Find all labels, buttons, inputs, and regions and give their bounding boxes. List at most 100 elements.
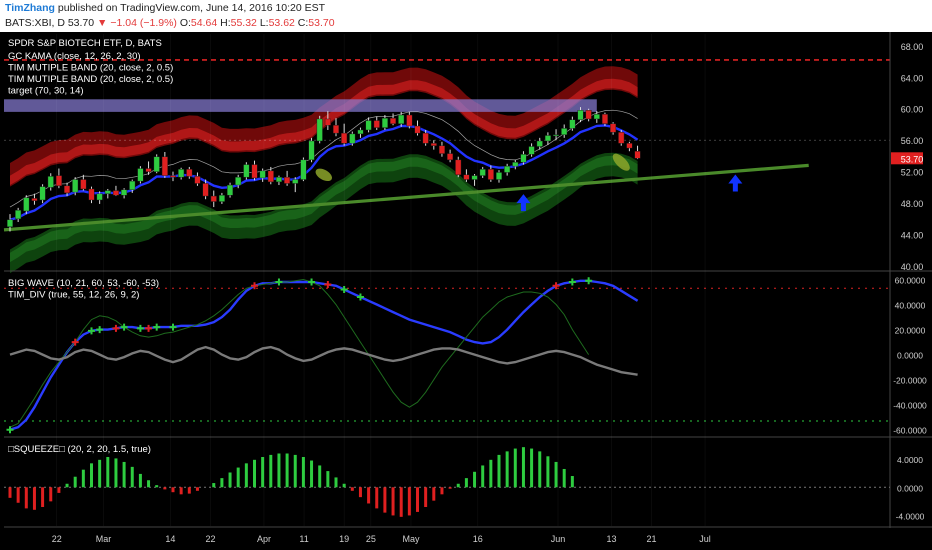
candle — [512, 162, 519, 167]
symbol-label: BATS:XBI, D — [5, 17, 65, 29]
chart-header: TimZhang published on TradingView.com, J… — [0, 0, 932, 32]
candle — [430, 143, 437, 146]
cross-marker — [356, 293, 364, 301]
cross-marker — [585, 277, 593, 285]
open-value: 54.64 — [190, 17, 218, 29]
candle — [349, 133, 356, 144]
x-tick-label: 16 — [473, 534, 483, 544]
candle — [129, 180, 136, 190]
indicator-legend: TIM MUTIPLE BAND (20, close, 2, 0.5) — [8, 63, 173, 74]
candle — [284, 176, 291, 184]
candle — [112, 190, 119, 196]
author-link[interactable]: TimZhang — [5, 2, 55, 14]
candle — [447, 153, 454, 161]
price-tick-label: 44.00 — [901, 231, 924, 241]
candle — [585, 110, 592, 120]
cross-marker — [145, 324, 153, 332]
up-arrow-icon — [728, 174, 743, 192]
down-arrow-icon: ▼ — [97, 17, 108, 29]
candle — [390, 117, 397, 124]
candle — [536, 140, 543, 147]
oscillator-gray-line — [9, 345, 638, 376]
publish-info: published on TradingView.com, June 14, 2… — [57, 2, 326, 14]
cross-marker — [251, 282, 258, 290]
squeeze-tick-label: -4.0000 — [896, 511, 925, 521]
lower-band-outer — [10, 152, 638, 274]
oscillator-tick-label: -40.0000 — [893, 401, 927, 411]
candle — [528, 146, 535, 155]
oscillator-legend: BIG WAVE (10, 21, 60, 53, -60, -53) — [8, 278, 159, 289]
high-label: H: — [220, 17, 231, 29]
price-tick-label: 40.00 — [901, 262, 924, 272]
candle — [121, 189, 128, 196]
x-tick-label: 14 — [165, 534, 175, 544]
quote-line: BATS:XBI, D 53.70 ▼ −1.04 (−1.9%) O:54.6… — [5, 17, 335, 29]
x-tick-label: May — [402, 534, 420, 544]
price-tick-label: 68.00 — [901, 42, 924, 52]
cross-marker — [96, 326, 104, 334]
price-tick-label: 56.00 — [901, 136, 924, 146]
candle — [235, 176, 242, 186]
cross-marker — [136, 324, 144, 332]
cross-marker — [6, 426, 14, 434]
candle — [479, 169, 486, 176]
squeeze-tick-label: 4.0000 — [897, 455, 923, 465]
candle — [300, 159, 307, 180]
up-arrow-icon — [516, 194, 531, 212]
candle — [577, 110, 584, 120]
candle — [80, 179, 87, 190]
x-tick-label: 11 — [299, 534, 308, 544]
cross-marker — [169, 323, 177, 331]
price-tick-label: 60.00 — [901, 105, 924, 115]
x-tick-label: Jun — [551, 534, 566, 544]
x-tick-label: 21 — [647, 534, 657, 544]
candle — [243, 164, 250, 178]
x-tick-label: 13 — [606, 534, 616, 544]
cross-marker — [324, 281, 332, 289]
candle — [487, 169, 494, 180]
candle — [72, 179, 79, 193]
x-tick-label: 25 — [366, 534, 376, 544]
candle — [6, 219, 13, 227]
candle — [202, 183, 209, 197]
candle — [463, 174, 470, 180]
candle — [227, 184, 234, 196]
candle — [422, 132, 429, 144]
cross-marker — [153, 323, 161, 331]
last-price-label: 53.70 — [901, 154, 924, 164]
candle — [96, 193, 103, 201]
candle — [553, 134, 560, 137]
target-zone — [4, 99, 597, 112]
candle — [161, 156, 168, 176]
chart-area[interactable]: 68.00 64.00 60.00 56.00 52.00 48.00 44.00 40.00… — [0, 32, 932, 550]
candle — [316, 118, 323, 142]
annotation-ellipse — [315, 168, 332, 182]
price-tick-label: 64.00 — [901, 73, 924, 83]
candle — [308, 140, 315, 161]
cross-marker — [88, 327, 95, 335]
indicator-legend: target (70, 30, 14) — [8, 86, 84, 97]
cross-marker — [308, 278, 316, 286]
candle — [137, 168, 144, 182]
candle — [544, 135, 551, 142]
oscillator-tick-label: 40.0000 — [895, 301, 926, 311]
open-label: O: — [179, 17, 191, 29]
x-tick-label: 22 — [205, 534, 215, 544]
candle — [259, 170, 266, 179]
candle — [618, 132, 625, 144]
close-label: C: — [297, 17, 309, 29]
candle — [251, 164, 258, 179]
candle — [333, 125, 340, 134]
candle — [373, 120, 380, 128]
candle — [47, 176, 54, 188]
candle — [357, 129, 364, 135]
candle — [210, 195, 217, 202]
candle — [292, 179, 299, 184]
candle — [406, 114, 413, 127]
trendline — [3, 163, 809, 232]
close-value: 53.70 — [308, 17, 335, 29]
squeeze-tick-label: 0.0000 — [897, 483, 923, 493]
x-tick-label: Apr — [257, 534, 271, 544]
candle — [601, 114, 608, 124]
price-tick-label: 48.00 — [901, 199, 924, 209]
